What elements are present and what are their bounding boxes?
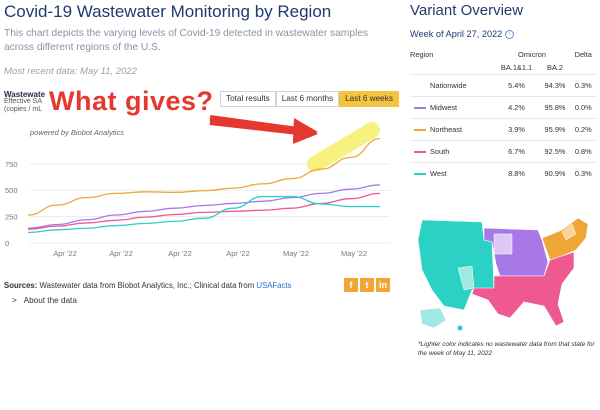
variant-ba1: 3.9% xyxy=(493,118,540,141)
legend-swatch xyxy=(414,107,426,110)
about-the-data-toggle[interactable]: > About the data xyxy=(12,296,77,305)
col-delta: Delta xyxy=(574,50,592,59)
facebook-icon[interactable]: f xyxy=(344,278,358,292)
series-line-1 xyxy=(27,184,381,229)
variant-region: Northeast xyxy=(410,118,494,141)
linkedin-icon[interactable]: in xyxy=(376,278,390,292)
variant-delta: 0.8% xyxy=(570,140,596,163)
variant-title: Variant Overview xyxy=(410,2,524,19)
col-omicron: Omicron xyxy=(518,50,546,59)
legend-swatch xyxy=(414,129,426,132)
tab-last-6-weeks[interactable]: Last 6 weeks xyxy=(339,91,399,107)
annotation-callout: What gives? xyxy=(45,86,218,117)
sources-line: Sources: Wastewater data from Biobot Ana… xyxy=(4,281,291,290)
variant-row: Midwest 4.2% 95.8% 0.0% xyxy=(410,96,596,119)
variant-week-label: Week of April 27, 2022 xyxy=(410,29,503,39)
x-tick-label: May '22 xyxy=(283,249,309,258)
x-tick-label: May '22 xyxy=(341,249,367,258)
sources-prefix: Sources: xyxy=(4,281,38,290)
chart-sublabel-1: Effective SA xyxy=(4,98,43,105)
chevron-right-icon: > xyxy=(12,296,17,305)
map-midwest xyxy=(483,227,549,277)
map-northeast-light xyxy=(561,223,577,241)
variant-ba2: 94.3% xyxy=(539,74,571,97)
col-ba1: BA.1&1.1 xyxy=(500,63,533,72)
map-alaska xyxy=(419,307,447,329)
legend-swatch xyxy=(414,173,426,176)
social-share: f t in xyxy=(344,278,390,292)
map-west xyxy=(417,219,495,311)
variant-row: South 6.7% 92.5% 0.8% xyxy=(410,140,596,163)
y-tick-label: 750 xyxy=(5,160,18,169)
page-title: Covid-19 Wastewater Monitoring by Region xyxy=(4,2,332,21)
variant-delta: 0.0% xyxy=(570,96,596,119)
x-tick-label: Apr '22 xyxy=(109,249,133,258)
variant-delta: 0.3% xyxy=(570,162,596,184)
variant-ba1: 4.2% xyxy=(493,96,540,119)
tab-last-6-months[interactable]: Last 6 months xyxy=(275,91,340,107)
about-label: About the data xyxy=(23,296,77,305)
variant-table: Region Omicron Delta BA.1&1.1 BA.2 Natio… xyxy=(410,48,596,184)
variant-week: Week of April 27, 2022 i xyxy=(410,29,515,40)
variant-ba1: 8.8% xyxy=(493,162,540,184)
variant-delta: 0.2% xyxy=(570,118,596,141)
variant-ba2: 95.8% xyxy=(539,96,571,119)
series-line-0 xyxy=(27,137,381,216)
info-icon[interactable]: i xyxy=(505,30,515,40)
col-region: Region xyxy=(410,50,434,59)
variant-region: Midwest xyxy=(410,96,494,119)
variant-ba2: 95.9% xyxy=(539,118,571,141)
variant-ba1: 5.4% xyxy=(493,74,540,97)
variant-delta: 0.3% xyxy=(570,74,596,97)
x-tick-label: Apr '22 xyxy=(53,249,77,258)
col-ba2: BA.2 xyxy=(547,63,564,72)
series-line-3 xyxy=(27,195,380,234)
time-range-tabs: Total results Last 6 months Last 6 weeks xyxy=(220,91,399,107)
x-tick-label: Apr '22 xyxy=(226,249,250,258)
sources-text: Wastewater data from Biobot Analytics, I… xyxy=(37,281,257,290)
twitter-icon[interactable]: t xyxy=(360,278,374,292)
annotation-highlight xyxy=(307,122,380,172)
variant-region: Nationwide xyxy=(410,74,494,97)
variant-ba1: 6.7% xyxy=(493,140,540,163)
y-tick-label: 0 xyxy=(5,239,9,248)
variant-row: Nationwide 5.4% 94.3% 0.3% xyxy=(410,74,596,97)
us-region-map xyxy=(417,217,589,331)
variant-ba2: 90.9% xyxy=(539,162,571,184)
map-hawaii xyxy=(457,325,463,331)
tab-total-results[interactable]: Total results xyxy=(220,91,276,107)
map-note: *Lighter color indicates no wastewater d… xyxy=(418,341,595,357)
annotation-arrow xyxy=(209,119,299,135)
y-tick-label: 500 xyxy=(5,186,18,195)
most-recent-date: Most recent data: May 11, 2022 xyxy=(4,66,137,77)
chart-label: Wastewater xyxy=(4,90,49,99)
variant-row: West 8.8% 90.9% 0.3% xyxy=(410,162,596,184)
chart-sublabel-2: (copies / mL xyxy=(4,106,43,113)
wastewater-line-chart: 750 500 250 0 Apr '22 Apr '22 Apr '22 Apr '22 Ma… xyxy=(5,119,390,258)
map-midwest-light xyxy=(493,233,513,255)
variant-ba2: 92.5% xyxy=(539,140,571,163)
variant-row: Northeast 3.9% 95.9% 0.2% xyxy=(410,118,596,141)
variant-region: South xyxy=(410,140,494,163)
powered-by: powered by Biobot Analytics xyxy=(30,128,124,137)
usafacts-link[interactable]: USAFacts xyxy=(256,281,292,290)
x-tick-label: Apr '22 xyxy=(168,249,192,258)
map-northeast xyxy=(541,217,589,261)
variant-region: West xyxy=(410,162,494,184)
y-tick-label: 250 xyxy=(5,213,18,222)
annotation-arrowhead xyxy=(293,120,318,144)
page-description: This chart depicts the varying levels of… xyxy=(4,28,369,53)
map-south xyxy=(471,251,575,327)
legend-swatch xyxy=(414,151,426,154)
